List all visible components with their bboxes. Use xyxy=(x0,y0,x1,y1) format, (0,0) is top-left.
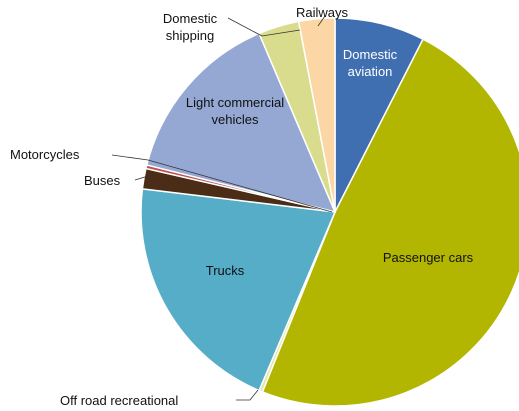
slice-label: Buses xyxy=(84,173,121,188)
pie-slice xyxy=(145,32,337,214)
pie-slice xyxy=(297,17,336,213)
pie-slice xyxy=(261,38,519,407)
slice-label: Light commercial vehicles xyxy=(185,95,285,127)
slice-label: Railways xyxy=(295,5,348,20)
slice-label: Off road recreational xyxy=(60,393,179,408)
pie-slice xyxy=(140,188,337,392)
slice-label: Domestic aviation xyxy=(342,47,398,79)
slice-label: Trucks xyxy=(205,263,245,278)
slice-label: Passenger cars xyxy=(382,250,474,265)
leader-line xyxy=(317,15,326,27)
slice-label: Motorcycles xyxy=(10,147,80,162)
leader-line xyxy=(236,389,259,401)
slice-label: Domestic shipping xyxy=(162,11,218,43)
leader-lines xyxy=(111,15,333,401)
leader-line xyxy=(227,17,301,37)
leader-line xyxy=(111,154,333,213)
leader-line xyxy=(134,175,149,181)
